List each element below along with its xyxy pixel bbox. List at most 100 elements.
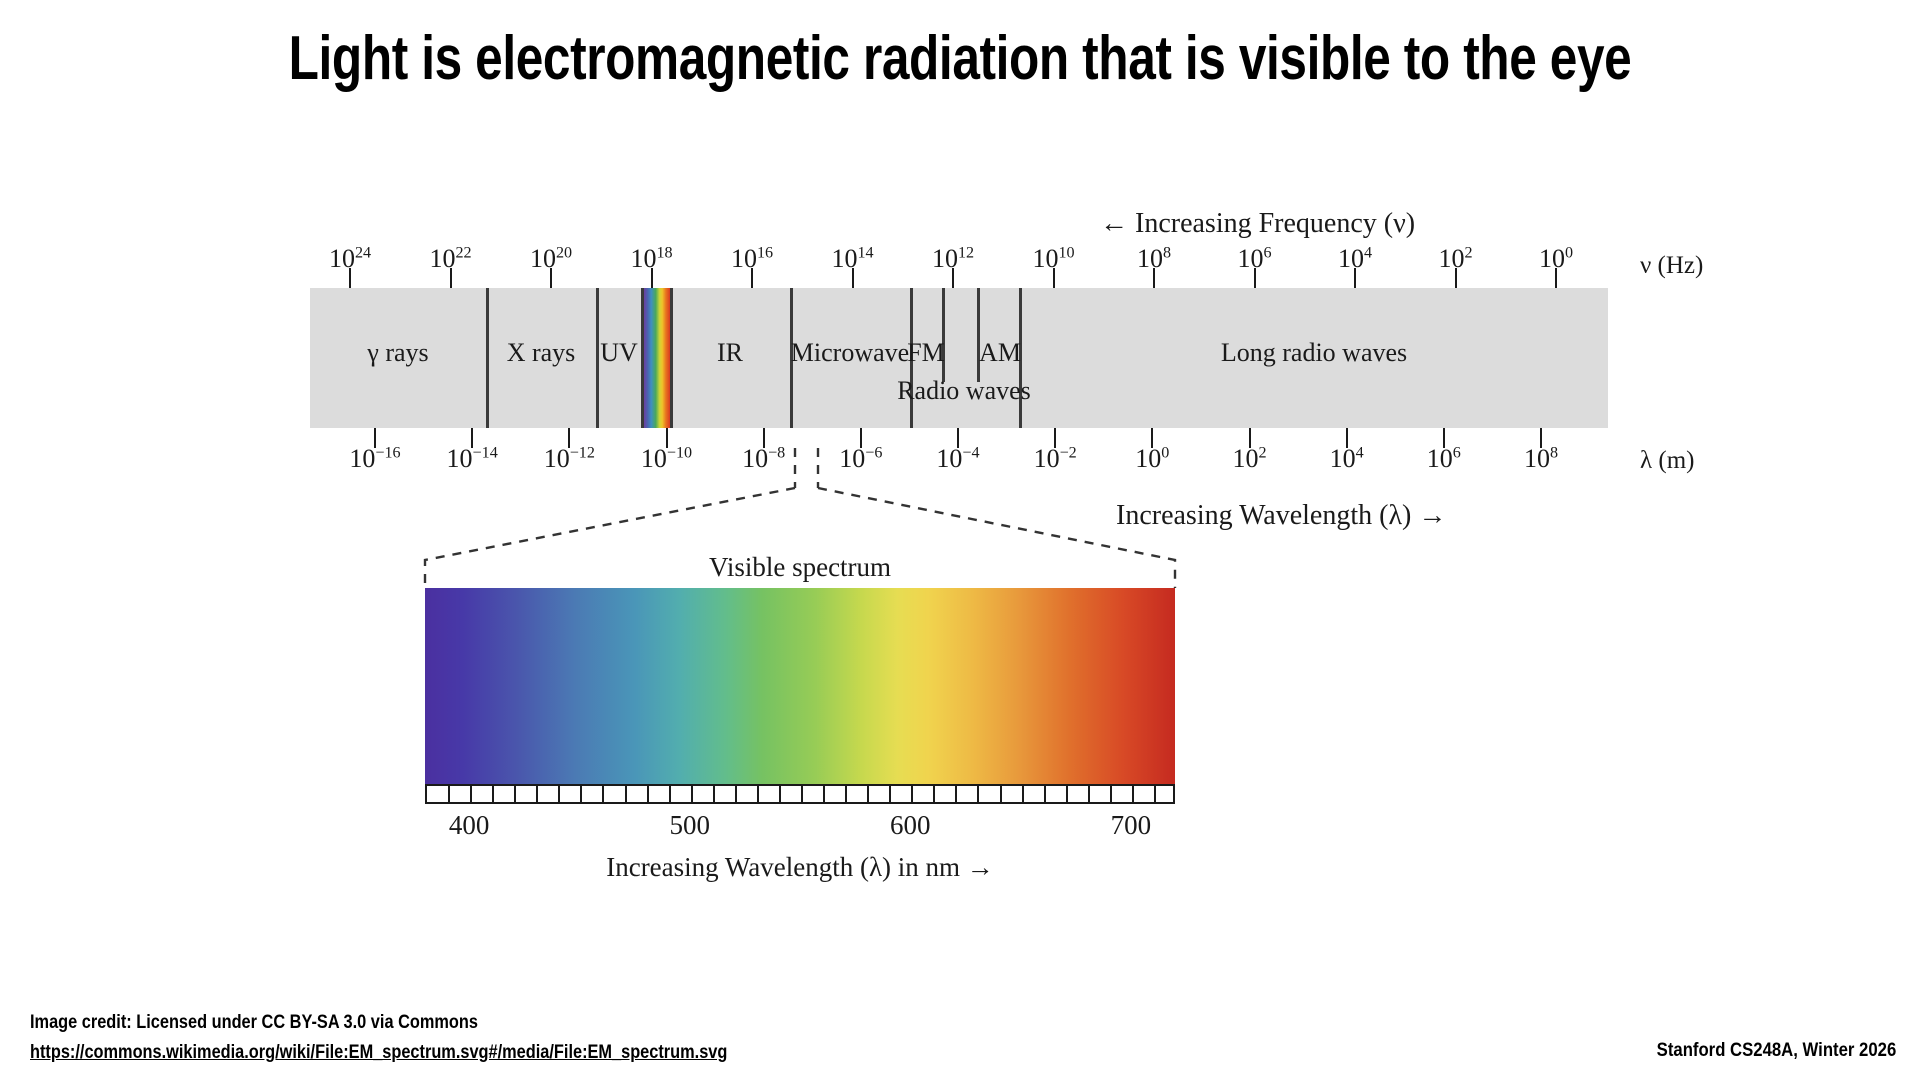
spectrum-ruler-tick <box>1109 786 1112 802</box>
frequency-tick <box>1555 268 1557 288</box>
wavelength-direction-label: Increasing Wavelength (λ) → <box>1116 500 1447 531</box>
frequency-tick <box>1153 268 1155 288</box>
wavelength-tick-label: 10−12 <box>543 444 595 473</box>
wavelength-tick <box>1442 428 1445 448</box>
wavelength-tick <box>1054 428 1057 448</box>
spectrum-ruler-tick <box>756 786 759 802</box>
visible-spectrum-ruler <box>425 784 1175 804</box>
spectrum-ruler-tick <box>955 786 958 802</box>
band-divider <box>977 288 980 382</box>
spectrum-ruler-tick <box>1021 786 1024 802</box>
wavelength-tick-label: 10−10 <box>640 444 693 473</box>
course-footer: Stanford CS248A, Winter 2026 <box>1656 1040 1896 1061</box>
wavelength-tick-label: 10−2 <box>1033 444 1077 473</box>
wavelength-tick <box>374 428 376 448</box>
band-divider <box>641 288 644 428</box>
frequency-tick-label: 1024 <box>328 244 372 273</box>
spectrum-ruler-tick <box>734 786 737 802</box>
band-label: X rays <box>506 338 576 367</box>
wavelength-tick-label: 10−6 <box>839 444 883 473</box>
frequency-tick <box>349 268 351 288</box>
spectrum-tick-label: 500 <box>669 810 710 840</box>
frequency-tick <box>751 268 753 288</box>
spectrum-ruler-tick <box>933 786 936 802</box>
wavelength-tick <box>1540 428 1542 448</box>
band-divider <box>942 288 945 382</box>
wavelength-tick-label: 10−14 <box>446 444 498 473</box>
band-label: Long radio waves <box>1220 338 1408 367</box>
spectrum-ruler-tick <box>999 786 1002 802</box>
band-label: Radio waves <box>897 376 1031 405</box>
frequency-axis-unit-label: ν (Hz) <box>1640 252 1704 279</box>
spectrum-ruler-tick <box>977 786 980 802</box>
visible-light-slice <box>644 288 670 428</box>
frequency-tick-label: 1014 <box>831 244 874 273</box>
wavelength-tick <box>859 428 862 448</box>
visible-spectrum-panel: Visible spectrum Increasing Wavelength (… <box>425 552 1175 882</box>
spectrum-ruler-tick <box>668 786 671 802</box>
spectrum-ruler-tick <box>514 786 517 802</box>
spectrum-ruler-tick <box>624 786 627 802</box>
band-divider <box>910 288 913 428</box>
band-divider <box>486 288 489 428</box>
spectrum-ruler-tick <box>602 786 605 802</box>
wavelength-axis-unit-label: λ (m) <box>1640 447 1695 474</box>
wavelength-tick-label: 10−16 <box>349 444 401 473</box>
wavelength-tick <box>1151 428 1154 448</box>
visible-spectrum-gradient <box>425 588 1175 784</box>
spectrum-ruler-tick <box>845 786 848 802</box>
spectrum-tick-label: 400 <box>448 810 490 840</box>
band-label: γ rays <box>367 338 429 367</box>
em-spectrum-figure: ← Increasing Frequency (ν) ν (Hz) λ (m) … <box>310 208 1704 882</box>
wavelength-tick-label: 108 <box>1523 444 1559 473</box>
spectrum-ruler-tick <box>889 786 892 802</box>
frequency-direction-label: ← Increasing Frequency (ν) <box>1100 208 1416 239</box>
spectrum-ruler-tick <box>823 786 826 802</box>
band-label: AM <box>979 338 1021 367</box>
wavelength-tick <box>471 428 474 448</box>
spectrum-ruler-tick <box>1043 786 1046 802</box>
frequency-tick <box>1253 268 1256 288</box>
band-label: UV <box>600 338 638 367</box>
wavelength-tick <box>957 428 959 448</box>
frequency-tick-label: 1022 <box>429 244 472 273</box>
frequency-tick <box>449 268 452 288</box>
spectrum-ruler-tick <box>580 786 583 802</box>
spectrum-ruler-tick <box>712 786 715 802</box>
wavelength-tick <box>665 428 668 448</box>
spectrum-ruler-tick <box>911 786 914 802</box>
spectrum-ruler-tick <box>448 786 451 802</box>
frequency-tick-label: 1016 <box>730 244 774 273</box>
spectrum-ruler-tick <box>867 786 870 802</box>
frequency-tick <box>1354 268 1356 288</box>
frequency-tick-label: 1020 <box>529 244 573 273</box>
band-divider <box>596 288 599 428</box>
wavelength-tick-label: 106 <box>1426 444 1461 473</box>
spectrum-ruler-tick <box>536 786 539 802</box>
wavelength-tick-label: 104 <box>1329 444 1364 473</box>
spectrum-ruler-tick <box>801 786 803 802</box>
callout-lines <box>423 448 1177 588</box>
band-divider <box>1019 288 1022 428</box>
band-label: Microwave <box>790 338 910 367</box>
spectrum-tick-label: 700 <box>1110 810 1152 840</box>
wavelength-tick <box>568 428 571 448</box>
spectrum-ruler-tick <box>646 786 649 802</box>
frequency-tick <box>650 268 653 288</box>
page-title: Light is electromagnetic radiation that … <box>288 24 1632 93</box>
wavelength-tick-label: 10−8 <box>742 444 786 473</box>
band-label: IR <box>717 338 743 367</box>
spectrum-ruler-tick <box>1087 786 1090 802</box>
spectrum-ruler-tick <box>1153 786 1156 802</box>
spectrum-ruler-tick <box>1131 786 1134 802</box>
frequency-tick-label: 1018 <box>630 244 673 273</box>
image-credit-link[interactable]: https://commons.wikimedia.org/wiki/File:… <box>30 1042 728 1063</box>
wavelength-tick <box>1345 428 1348 448</box>
band-divider <box>790 288 793 428</box>
spectrum-ruler-tick <box>492 786 495 802</box>
spectrum-ruler-tick <box>1065 786 1068 802</box>
frequency-tick-label: 100 <box>1538 244 1574 273</box>
frequency-tick-label: 1010 <box>1032 244 1075 273</box>
visible-spectrum-title: Visible spectrum <box>708 552 892 582</box>
spectrum-ruler-tick <box>470 786 473 802</box>
